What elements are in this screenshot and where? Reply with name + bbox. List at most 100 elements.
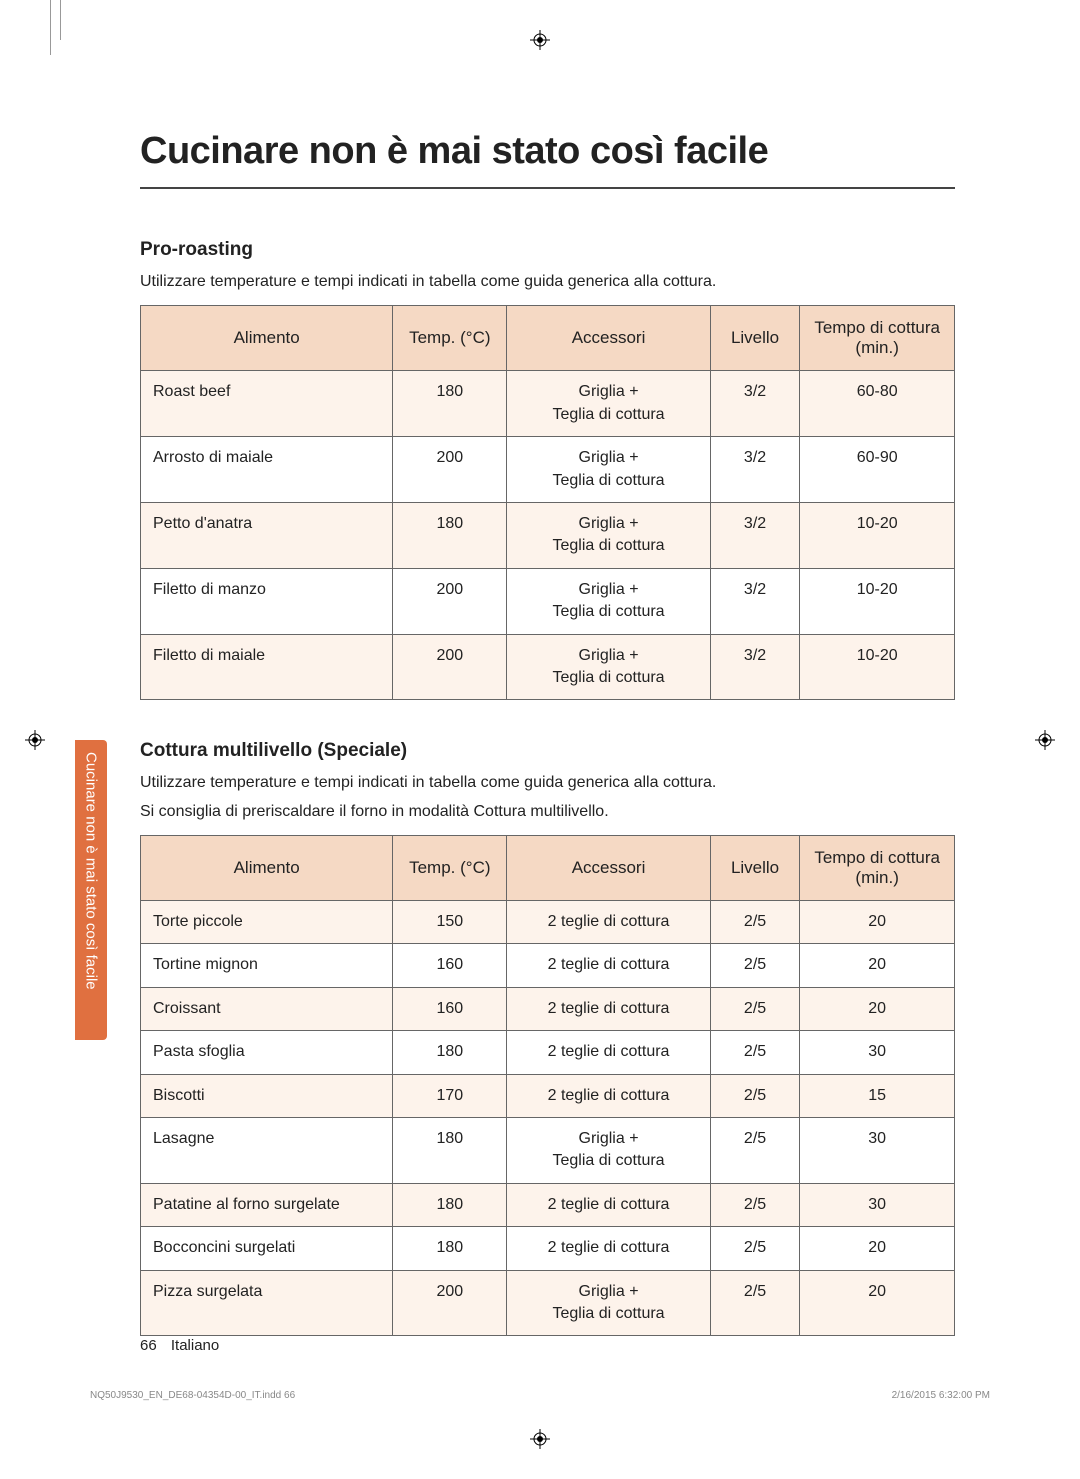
cell-acc: Griglia + Teglia di cottura	[507, 371, 711, 437]
table-row: Petto d'anatra 180 Griglia + Teglia di c…	[141, 502, 955, 568]
cell-acc: 2 teglie di cottura	[507, 1227, 711, 1270]
cell-acc: 2 teglie di cottura	[507, 944, 711, 987]
cell-temp: 180	[393, 1183, 507, 1226]
cell-time: 10-20	[800, 502, 955, 568]
col-header-food: Alimento	[141, 836, 393, 901]
section-description: Utilizzare temperature e tempi indicati …	[140, 271, 955, 293]
col-header-temp: Temp. (°C)	[393, 306, 507, 371]
table-row: Lasagne 180 Griglia + Teglia di cottura …	[141, 1118, 955, 1184]
col-header-accessories: Accessori	[507, 836, 711, 901]
cell-temp: 200	[393, 437, 507, 503]
cell-time: 10-20	[800, 634, 955, 700]
print-date: 2/16/2015 6:32:00 PM	[892, 1390, 990, 1401]
pro-roasting-table: Alimento Temp. (°C) Accessori Livello Te…	[140, 305, 955, 700]
cell-temp: 180	[393, 371, 507, 437]
cell-temp: 180	[393, 1227, 507, 1270]
cell-food: Filetto di maiale	[141, 634, 393, 700]
cell-food: Pizza surgelata	[141, 1270, 393, 1336]
table-row: Pasta sfoglia 180 2 teglie di cottura 2/…	[141, 1031, 955, 1074]
registration-mark-icon	[25, 730, 45, 750]
cell-temp: 200	[393, 568, 507, 634]
cell-time: 20	[800, 944, 955, 987]
cell-level: 3/2	[710, 371, 800, 437]
cell-level: 2/5	[710, 1227, 800, 1270]
cell-food: Tortine mignon	[141, 944, 393, 987]
table-row: Arrosto di maiale 200 Griglia + Teglia d…	[141, 437, 955, 503]
col-header-time: Tempo di cottura (min.)	[800, 836, 955, 901]
cell-acc: Griglia + Teglia di cottura	[507, 634, 711, 700]
col-header-level: Livello	[710, 306, 800, 371]
cell-acc: Griglia + Teglia di cottura	[507, 502, 711, 568]
cell-temp: 180	[393, 502, 507, 568]
page-title: Cucinare non è mai stato così facile	[140, 130, 955, 189]
section-description: Si consiglia di preriscaldare il forno i…	[140, 801, 955, 823]
section-description: Utilizzare temperature e tempi indicati …	[140, 772, 955, 794]
cell-time: 30	[800, 1031, 955, 1074]
table-row: Filetto di manzo 200 Griglia + Teglia di…	[141, 568, 955, 634]
col-header-food: Alimento	[141, 306, 393, 371]
crop-mark	[50, 0, 51, 55]
cell-level: 3/2	[710, 502, 800, 568]
registration-mark-icon	[1035, 730, 1055, 750]
cell-food: Croissant	[141, 987, 393, 1030]
cell-level: 3/2	[710, 437, 800, 503]
cell-food: Pasta sfoglia	[141, 1031, 393, 1074]
cell-acc: 2 teglie di cottura	[507, 1183, 711, 1226]
cell-temp: 200	[393, 1270, 507, 1336]
cell-level: 2/5	[710, 1183, 800, 1226]
cell-temp: 170	[393, 1074, 507, 1117]
col-header-temp: Temp. (°C)	[393, 836, 507, 901]
cell-food: Bocconcini surgelati	[141, 1227, 393, 1270]
section-heading: Pro-roasting	[140, 239, 955, 261]
print-file: NQ50J9530_EN_DE68-04354D-00_IT.indd 66	[90, 1390, 295, 1401]
cell-time: 60-80	[800, 371, 955, 437]
cell-acc: Griglia + Teglia di cottura	[507, 437, 711, 503]
cell-temp: 150	[393, 901, 507, 944]
table-row: Biscotti 170 2 teglie di cottura 2/5 15	[141, 1074, 955, 1117]
cell-time: 30	[800, 1183, 955, 1226]
cell-food: Torte piccole	[141, 901, 393, 944]
cell-acc: 2 teglie di cottura	[507, 987, 711, 1030]
cell-time: 10-20	[800, 568, 955, 634]
cell-level: 2/5	[710, 944, 800, 987]
cell-food: Lasagne	[141, 1118, 393, 1184]
table-row: Filetto di maiale 200 Griglia + Teglia d…	[141, 634, 955, 700]
cell-level: 2/5	[710, 1074, 800, 1117]
cell-acc: 2 teglie di cottura	[507, 901, 711, 944]
cell-level: 2/5	[710, 987, 800, 1030]
cell-acc: Griglia + Teglia di cottura	[507, 1270, 711, 1336]
cell-food: Roast beef	[141, 371, 393, 437]
cell-time: 20	[800, 901, 955, 944]
cell-level: 2/5	[710, 901, 800, 944]
cell-temp: 180	[393, 1031, 507, 1074]
page-content: Cucinare non è mai stato così facile Pro…	[75, 75, 1005, 1404]
print-metadata: NQ50J9530_EN_DE68-04354D-00_IT.indd 66 2…	[90, 1390, 990, 1401]
cell-temp: 180	[393, 1118, 507, 1184]
col-header-level: Livello	[710, 836, 800, 901]
table-row: Bocconcini surgelati 180 2 teglie di cot…	[141, 1227, 955, 1270]
cell-food: Biscotti	[141, 1074, 393, 1117]
table-header-row: Alimento Temp. (°C) Accessori Livello Te…	[141, 836, 955, 901]
section-pro-roasting: Pro-roasting Utilizzare temperature e te…	[140, 239, 955, 700]
cell-food: Filetto di manzo	[141, 568, 393, 634]
cell-time: 20	[800, 987, 955, 1030]
table-header-row: Alimento Temp. (°C) Accessori Livello Te…	[141, 306, 955, 371]
page-language: Italiano	[171, 1337, 219, 1354]
cell-time: 60-90	[800, 437, 955, 503]
cell-acc: 2 teglie di cottura	[507, 1074, 711, 1117]
multilevel-table: Alimento Temp. (°C) Accessori Livello Te…	[140, 835, 955, 1336]
cell-level: 3/2	[710, 634, 800, 700]
crop-mark	[60, 0, 61, 40]
table-row: Torte piccole 150 2 teglie di cottura 2/…	[141, 901, 955, 944]
cell-time: 30	[800, 1118, 955, 1184]
page-footer: 66 Italiano	[140, 1337, 219, 1354]
col-header-time: Tempo di cottura (min.)	[800, 306, 955, 371]
table-row: Roast beef 180 Griglia + Teglia di cottu…	[141, 371, 955, 437]
cell-acc: 2 teglie di cottura	[507, 1031, 711, 1074]
table-row: Croissant 160 2 teglie di cottura 2/5 20	[141, 987, 955, 1030]
cell-acc: Griglia + Teglia di cottura	[507, 1118, 711, 1184]
cell-temp: 200	[393, 634, 507, 700]
cell-time: 20	[800, 1227, 955, 1270]
section-heading: Cottura multilivello (Speciale)	[140, 740, 955, 762]
cell-level: 2/5	[710, 1118, 800, 1184]
